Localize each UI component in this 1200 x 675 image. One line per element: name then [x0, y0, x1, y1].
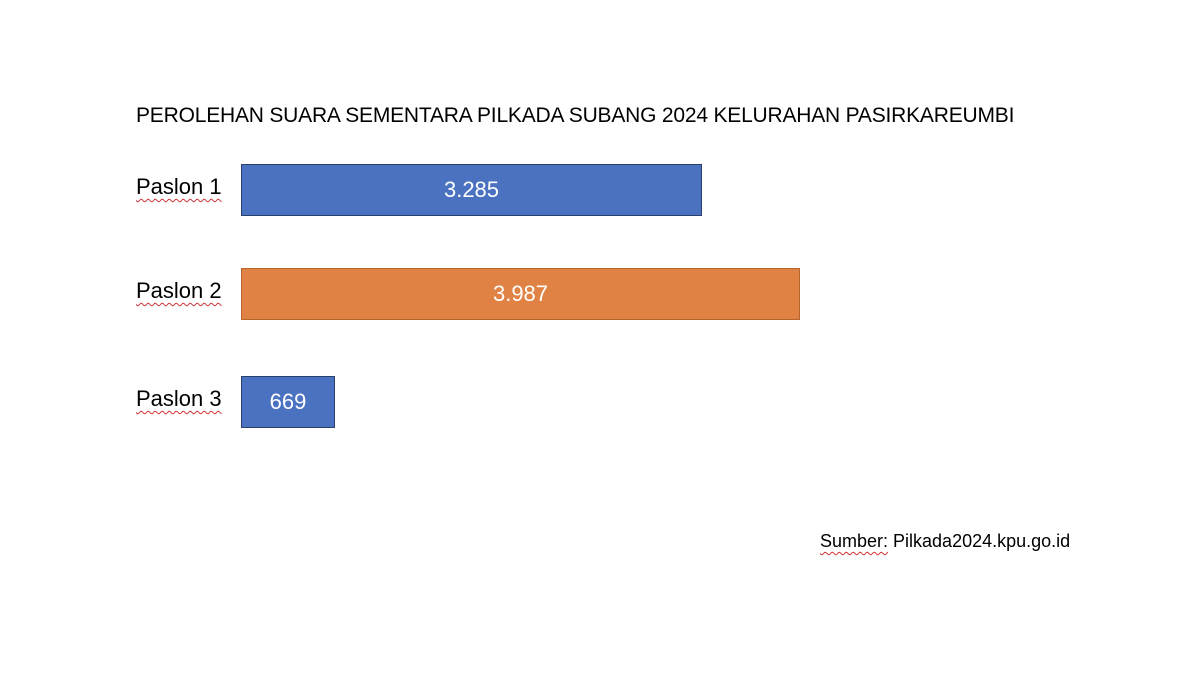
category-label: Paslon 1	[136, 174, 222, 199]
source-note: Sumber: Pilkada2024.kpu.go.id	[820, 528, 1070, 554]
bar: 669	[241, 376, 335, 428]
category-label: Paslon 3	[136, 386, 222, 411]
bar: 3.987	[241, 268, 800, 320]
source-url: Pilkada2024.kpu.go.id	[888, 531, 1071, 551]
bar-value-label: 3.987	[492, 281, 549, 306]
bar: 3.285	[241, 164, 702, 216]
chart-title: PEROLEHAN SUARA SEMENTARA PILKADA SUBANG…	[136, 104, 1015, 127]
bar-value-label: 3.285	[443, 177, 500, 202]
source-label: Sumber:	[820, 531, 889, 551]
bar-value-label: 669	[269, 389, 307, 414]
category-label: Paslon 2	[136, 278, 222, 303]
